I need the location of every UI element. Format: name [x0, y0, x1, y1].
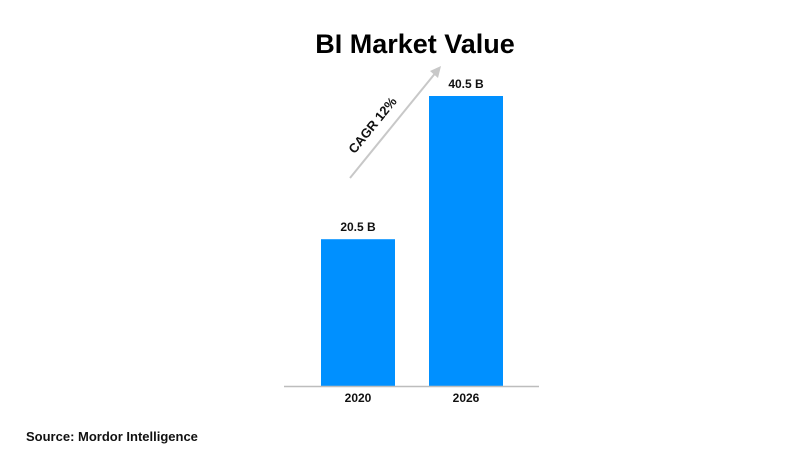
source-note: Source: Mordor Intelligence: [26, 429, 198, 444]
bar-2026: [429, 96, 503, 386]
arrow-head: [430, 66, 441, 78]
bars-layer: 20.5 B 2020 40.5 B 2026: [321, 77, 503, 405]
bar-2020: [321, 239, 395, 386]
data-label-2026: 40.5 B: [448, 77, 484, 91]
x-tick-label-2026: 2026: [453, 391, 480, 405]
data-label-2020: 20.5 B: [340, 220, 376, 234]
chart-title: BI Market Value: [315, 29, 515, 59]
x-tick-label-2020: 2020: [345, 391, 372, 405]
cagr-annotation: CAGR 12%: [345, 94, 400, 157]
growth-arrow: CAGR 12%: [345, 66, 441, 179]
arrow-shaft: [349, 70, 438, 179]
